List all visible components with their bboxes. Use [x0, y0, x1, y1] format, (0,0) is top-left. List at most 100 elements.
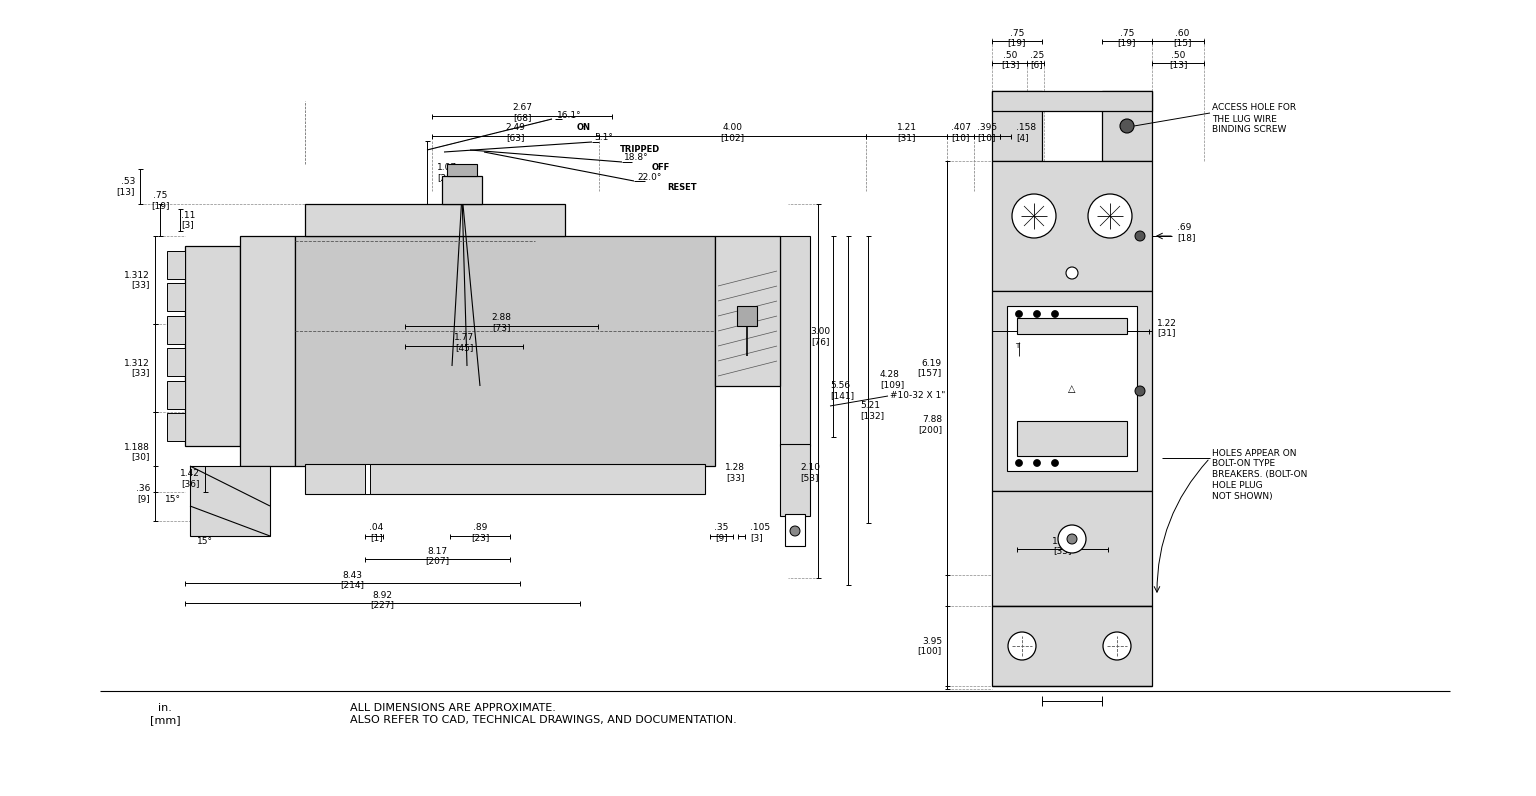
Circle shape	[1008, 632, 1035, 660]
Bar	[306, 464, 705, 494]
Text: 1.07: 1.07	[438, 163, 458, 172]
Bar	[167, 380, 184, 409]
Text: [68]: [68]	[513, 114, 531, 123]
Circle shape	[1034, 459, 1040, 466]
Text: 4.00: 4.00	[722, 123, 742, 132]
Text: [30]: [30]	[132, 452, 151, 462]
Text: in.: in.	[158, 703, 172, 713]
Bar	[167, 316, 184, 344]
Text: [73]: [73]	[492, 323, 511, 333]
Text: 15°: 15°	[197, 537, 214, 545]
Bar	[992, 606, 1152, 686]
Circle shape	[1135, 386, 1144, 396]
Text: [6]: [6]	[1031, 60, 1043, 69]
Text: 1.36: 1.36	[1052, 537, 1072, 545]
Text: [33]: [33]	[132, 280, 151, 290]
Text: [9]: [9]	[137, 494, 151, 503]
Text: TRIPPED: TRIPPED	[621, 145, 660, 154]
Text: .36: .36	[135, 484, 151, 493]
Text: HOLE PLUG: HOLE PLUG	[1212, 482, 1263, 490]
Text: [13]: [13]	[1169, 60, 1187, 69]
Circle shape	[1058, 525, 1086, 553]
Text: [227]: [227]	[370, 600, 395, 610]
Circle shape	[1052, 459, 1058, 466]
Bar	[167, 251, 184, 279]
Circle shape	[1135, 231, 1144, 241]
Bar	[992, 91, 1041, 161]
Circle shape	[1087, 194, 1132, 238]
Circle shape	[790, 526, 800, 536]
Bar	[184, 246, 240, 446]
Text: [36]: [36]	[181, 479, 200, 489]
Text: 15°: 15°	[164, 495, 181, 505]
Text: .69: .69	[1177, 224, 1192, 232]
Text: BINDING SCREW: BINDING SCREW	[1212, 126, 1286, 135]
Text: [31]: [31]	[1157, 329, 1175, 338]
Text: [33]: [33]	[727, 474, 745, 482]
Bar	[737, 306, 757, 326]
Text: [35]: [35]	[1054, 547, 1072, 556]
Text: .407: .407	[951, 123, 971, 132]
Text: .75: .75	[152, 192, 167, 201]
Text: 5.21: 5.21	[860, 401, 880, 410]
Text: BREAKERS. (BOLT-ON: BREAKERS. (BOLT-ON	[1212, 470, 1307, 479]
Text: [157]: [157]	[917, 369, 942, 377]
Text: 7.88: 7.88	[922, 416, 942, 424]
Circle shape	[1015, 310, 1023, 318]
Bar	[1017, 421, 1127, 456]
Bar	[167, 413, 184, 442]
Text: [33]: [33]	[132, 369, 151, 377]
Text: [1]: [1]	[370, 533, 382, 543]
Text: [109]: [109]	[880, 380, 905, 389]
Text: [100]: [100]	[917, 646, 942, 655]
Text: .04: .04	[369, 524, 384, 533]
Text: 1.42: 1.42	[180, 470, 200, 478]
Text: .50: .50	[1170, 50, 1186, 60]
Text: 1.28: 1.28	[725, 463, 745, 473]
Text: [23]: [23]	[472, 533, 488, 543]
Text: [141]: [141]	[829, 392, 854, 400]
Text: .11: .11	[181, 210, 195, 220]
Text: ALSO REFER TO CAD, TECHNICAL DRAWINGS, AND DOCUMENTATION.: ALSO REFER TO CAD, TECHNICAL DRAWINGS, A…	[350, 715, 737, 725]
Text: 8.17: 8.17	[427, 547, 447, 556]
Text: #10-32 X 1": #10-32 X 1"	[889, 392, 945, 400]
Bar	[240, 236, 295, 466]
Text: OFF: OFF	[1021, 323, 1037, 329]
Bar	[306, 204, 565, 236]
Text: [18]: [18]	[1177, 233, 1195, 243]
Bar	[366, 464, 370, 494]
Text: 6.19: 6.19	[922, 358, 942, 368]
Bar	[780, 236, 809, 446]
Text: .75: .75	[1120, 29, 1134, 37]
Text: 18.8°: 18.8°	[624, 154, 648, 162]
Bar	[447, 164, 478, 176]
Text: 1.21: 1.21	[897, 123, 917, 132]
Text: 8.43: 8.43	[343, 571, 362, 579]
Text: [19]: [19]	[1008, 38, 1026, 48]
Text: [200]: [200]	[919, 426, 942, 435]
Text: [13]: [13]	[117, 187, 135, 196]
Text: 1.22: 1.22	[1157, 318, 1177, 327]
Text: [9]: [9]	[716, 533, 728, 543]
Text: 4.28: 4.28	[880, 370, 900, 379]
Text: 5.1°: 5.1°	[594, 134, 613, 142]
Text: [10]: [10]	[978, 134, 997, 142]
Text: BOLT-ON TYPE: BOLT-ON TYPE	[1212, 459, 1275, 469]
Text: 2.67: 2.67	[511, 103, 531, 112]
Text: 1.188: 1.188	[124, 443, 151, 451]
Text: .53: .53	[121, 177, 135, 186]
Text: .25: .25	[1029, 50, 1044, 60]
Bar	[992, 91, 1152, 111]
Text: [13]: [13]	[1001, 60, 1020, 69]
Text: 5.56: 5.56	[829, 381, 849, 391]
Text: 1.77: 1.77	[455, 334, 475, 342]
Bar	[780, 444, 809, 516]
Text: 8.92: 8.92	[373, 591, 393, 599]
Bar	[785, 514, 805, 546]
Bar	[992, 291, 1152, 491]
Text: △: △	[1068, 384, 1075, 394]
Text: 3.00: 3.00	[809, 327, 829, 336]
Text: [3]: [3]	[181, 220, 195, 229]
Text: [3]: [3]	[750, 533, 763, 543]
Text: ALL DIMENSIONS ARE APPROXIMATE.: ALL DIMENSIONS ARE APPROXIMATE.	[350, 703, 556, 713]
